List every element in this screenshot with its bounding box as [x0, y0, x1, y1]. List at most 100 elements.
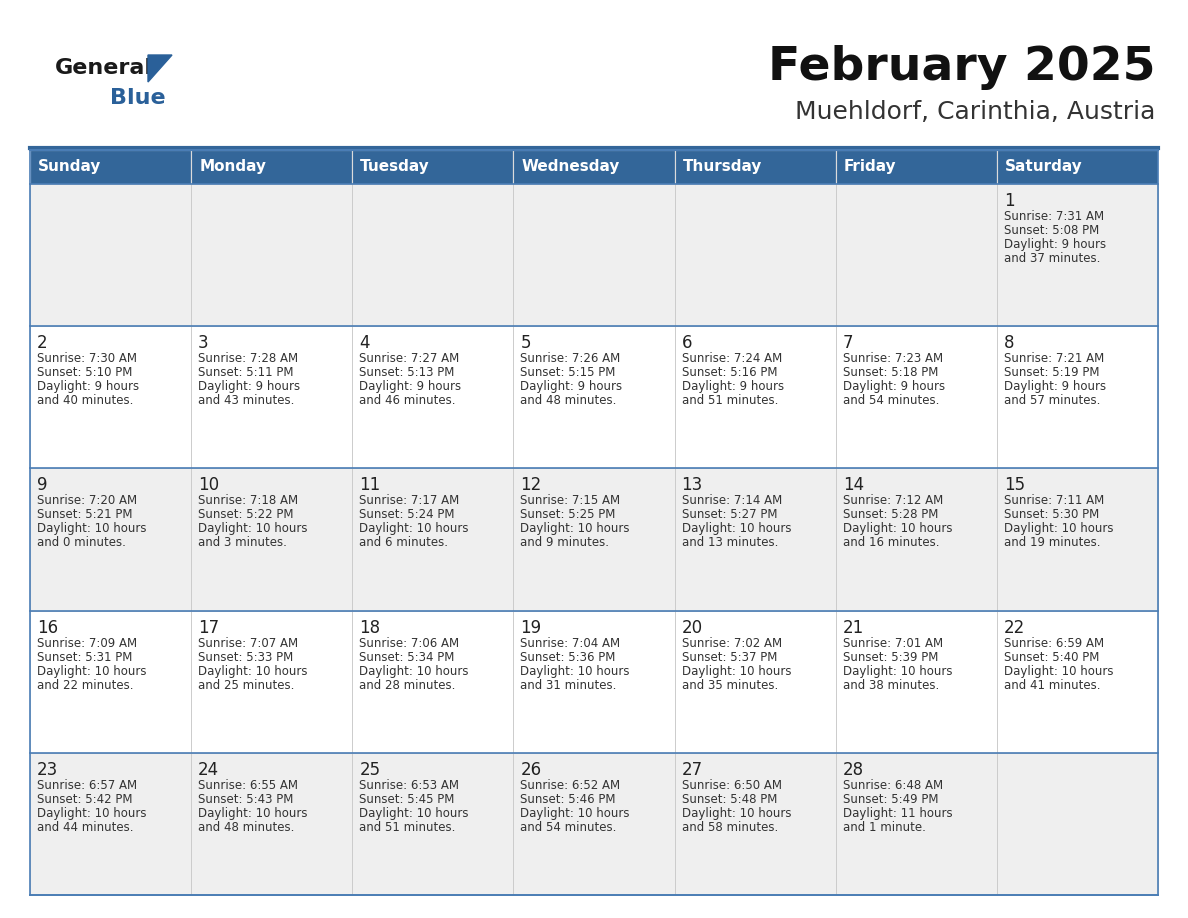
Text: Sunrise: 6:53 AM: Sunrise: 6:53 AM [359, 778, 460, 792]
Text: and 58 minutes.: and 58 minutes. [682, 821, 778, 834]
Text: Sunset: 5:27 PM: Sunset: 5:27 PM [682, 509, 777, 521]
Text: Sunset: 5:19 PM: Sunset: 5:19 PM [1004, 366, 1099, 379]
Text: 24: 24 [198, 761, 220, 778]
Text: and 51 minutes.: and 51 minutes. [359, 821, 456, 834]
Text: Daylight: 10 hours: Daylight: 10 hours [520, 807, 630, 820]
Bar [191, 610, 353, 753]
Text: Daylight: 11 hours: Daylight: 11 hours [842, 807, 953, 820]
Bar [675, 150, 835, 184]
Text: Daylight: 10 hours: Daylight: 10 hours [1004, 522, 1113, 535]
Text: Sunrise: 6:59 AM: Sunrise: 6:59 AM [1004, 636, 1104, 650]
Text: and 54 minutes.: and 54 minutes. [520, 821, 617, 834]
Text: Daylight: 10 hours: Daylight: 10 hours [359, 522, 469, 535]
Text: and 40 minutes.: and 40 minutes. [37, 394, 133, 408]
Text: Sunset: 5:33 PM: Sunset: 5:33 PM [198, 651, 293, 664]
Bar [191, 468, 353, 610]
Bar [675, 610, 835, 753]
Text: 19: 19 [520, 619, 542, 636]
Text: Sunrise: 6:48 AM: Sunrise: 6:48 AM [842, 778, 943, 792]
Bar [835, 468, 997, 610]
Text: 1: 1 [1004, 192, 1015, 210]
Bar [30, 468, 191, 610]
Text: Muehldorf, Carinthia, Austria: Muehldorf, Carinthia, Austria [795, 100, 1155, 124]
Text: Sunrise: 7:24 AM: Sunrise: 7:24 AM [682, 353, 782, 365]
Text: Sunset: 5:39 PM: Sunset: 5:39 PM [842, 651, 939, 664]
Bar [513, 610, 675, 753]
Text: and 38 minutes.: and 38 minutes. [842, 678, 939, 691]
Text: Sunset: 5:46 PM: Sunset: 5:46 PM [520, 793, 615, 806]
Text: Daylight: 9 hours: Daylight: 9 hours [1004, 238, 1106, 251]
Text: 27: 27 [682, 761, 702, 778]
Bar [675, 326, 835, 468]
Bar [675, 753, 835, 895]
Text: Sunset: 5:22 PM: Sunset: 5:22 PM [198, 509, 293, 521]
Text: Sunset: 5:24 PM: Sunset: 5:24 PM [359, 509, 455, 521]
Text: and 13 minutes.: and 13 minutes. [682, 536, 778, 549]
Text: Daylight: 10 hours: Daylight: 10 hours [682, 807, 791, 820]
Text: 9: 9 [37, 476, 48, 495]
Text: and 3 minutes.: and 3 minutes. [198, 536, 287, 549]
Text: Daylight: 10 hours: Daylight: 10 hours [37, 522, 146, 535]
Text: Sunset: 5:36 PM: Sunset: 5:36 PM [520, 651, 615, 664]
Text: and 46 minutes.: and 46 minutes. [359, 394, 456, 408]
Bar [353, 610, 513, 753]
Text: Sunrise: 7:21 AM: Sunrise: 7:21 AM [1004, 353, 1104, 365]
Text: Sunset: 5:40 PM: Sunset: 5:40 PM [1004, 651, 1099, 664]
Text: Sunset: 5:49 PM: Sunset: 5:49 PM [842, 793, 939, 806]
Bar [30, 150, 191, 184]
Text: and 28 minutes.: and 28 minutes. [359, 678, 456, 691]
Text: Friday: Friday [843, 160, 896, 174]
Text: and 0 minutes.: and 0 minutes. [37, 536, 126, 549]
Text: 22: 22 [1004, 619, 1025, 636]
Text: and 1 minute.: and 1 minute. [842, 821, 925, 834]
Text: and 22 minutes.: and 22 minutes. [37, 678, 133, 691]
Text: 11: 11 [359, 476, 380, 495]
Text: Sunset: 5:13 PM: Sunset: 5:13 PM [359, 366, 455, 379]
Text: Daylight: 9 hours: Daylight: 9 hours [520, 380, 623, 393]
Text: Monday: Monday [200, 160, 266, 174]
Bar [191, 150, 353, 184]
Text: 25: 25 [359, 761, 380, 778]
Text: Sunset: 5:30 PM: Sunset: 5:30 PM [1004, 509, 1099, 521]
Text: 6: 6 [682, 334, 693, 353]
Text: Sunrise: 7:06 AM: Sunrise: 7:06 AM [359, 636, 460, 650]
Text: 21: 21 [842, 619, 864, 636]
Text: 16: 16 [37, 619, 58, 636]
Text: Daylight: 10 hours: Daylight: 10 hours [1004, 665, 1113, 677]
Bar [353, 468, 513, 610]
Text: and 48 minutes.: and 48 minutes. [520, 394, 617, 408]
Text: Daylight: 10 hours: Daylight: 10 hours [37, 807, 146, 820]
Text: Sunrise: 7:12 AM: Sunrise: 7:12 AM [842, 495, 943, 508]
Text: Sunrise: 7:04 AM: Sunrise: 7:04 AM [520, 636, 620, 650]
Text: Sunrise: 7:18 AM: Sunrise: 7:18 AM [198, 495, 298, 508]
Bar [513, 753, 675, 895]
Text: 20: 20 [682, 619, 702, 636]
Text: Daylight: 10 hours: Daylight: 10 hours [37, 665, 146, 677]
Bar [513, 150, 675, 184]
Text: Sunrise: 7:09 AM: Sunrise: 7:09 AM [37, 636, 137, 650]
Bar [30, 184, 191, 326]
Bar [353, 184, 513, 326]
Bar [191, 326, 353, 468]
Bar [835, 753, 997, 895]
Bar [997, 326, 1158, 468]
Text: 14: 14 [842, 476, 864, 495]
Bar [997, 184, 1158, 326]
Text: 5: 5 [520, 334, 531, 353]
Text: 13: 13 [682, 476, 703, 495]
Text: and 19 minutes.: and 19 minutes. [1004, 536, 1100, 549]
Text: and 35 minutes.: and 35 minutes. [682, 678, 778, 691]
Text: 8: 8 [1004, 334, 1015, 353]
Text: Sunset: 5:10 PM: Sunset: 5:10 PM [37, 366, 132, 379]
Text: Daylight: 10 hours: Daylight: 10 hours [198, 807, 308, 820]
Text: Sunset: 5:45 PM: Sunset: 5:45 PM [359, 793, 455, 806]
Text: Sunrise: 7:15 AM: Sunrise: 7:15 AM [520, 495, 620, 508]
Text: Daylight: 10 hours: Daylight: 10 hours [198, 665, 308, 677]
Text: and 6 minutes.: and 6 minutes. [359, 536, 448, 549]
Text: Sunrise: 7:17 AM: Sunrise: 7:17 AM [359, 495, 460, 508]
Bar [30, 326, 191, 468]
Text: 18: 18 [359, 619, 380, 636]
Bar [353, 753, 513, 895]
Text: and 16 minutes.: and 16 minutes. [842, 536, 940, 549]
Bar [513, 326, 675, 468]
